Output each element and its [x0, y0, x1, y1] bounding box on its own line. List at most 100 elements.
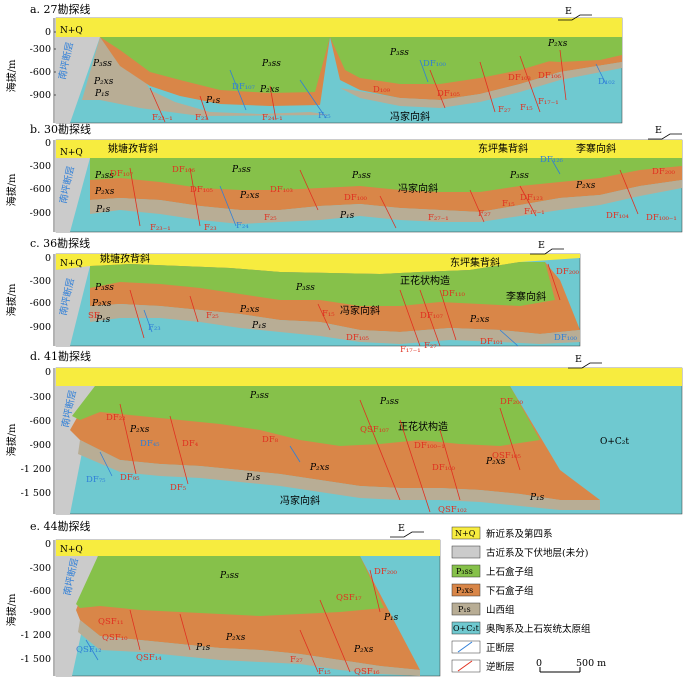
- panel-d-tick-4: -1 200: [21, 464, 51, 475]
- panel-e-tick-0: 0: [45, 539, 51, 550]
- panel-d-df-9: DF₁₀₀: [432, 463, 456, 473]
- panel-c-tick-1: -300: [30, 276, 51, 287]
- panel-c-f-7: F₂₃: [148, 323, 161, 333]
- panel-36: c. 36勘探线 海拔/m 0 -300 -600 -900 N+Q 南坪断层 …: [5, 236, 581, 355]
- panel-e-qsf-3: QSF₁₂: [76, 645, 102, 655]
- panel-e-qsf-5: QSF₁₄: [136, 653, 162, 663]
- panel-a-p1s: P₁s: [94, 89, 110, 99]
- legend-item-reverse-fault: 逆断层: [451, 659, 515, 673]
- panel-c-tick-0: 0: [45, 253, 51, 264]
- panel-c-tick-3: -900: [30, 322, 51, 333]
- panel-a-east: E: [565, 6, 572, 17]
- panel-e-p3ss: P₃ss: [219, 571, 239, 581]
- panel-c-lizhai: 李寨向斜: [506, 290, 546, 303]
- panel-c-df-2: DF₁₀₇: [420, 311, 444, 321]
- panel-b-df-8: DF₁₂₃: [520, 193, 543, 203]
- panel-d-qsf-11: QSF₁₀₅: [492, 451, 522, 461]
- panel-e-p2xs-2: P₂xs: [353, 645, 374, 655]
- panel-e-east: E: [398, 523, 405, 534]
- panel-b-p2xs-3: P₂xs: [575, 181, 596, 191]
- panel-e-tick-5: -1 500: [21, 654, 51, 665]
- panel-a-f-10: F₂₇: [498, 105, 511, 115]
- panel-d-tick-0: 0: [45, 367, 51, 378]
- panel-d-flower: 正花状构造: [398, 420, 448, 433]
- panel-a-df-4: DF₁₀₅: [437, 89, 461, 99]
- panel-e-qsf-2: QSF₁₆: [354, 667, 380, 677]
- panel-b-p1s: P₁s: [95, 205, 111, 215]
- panel-c-dongping: 东坪集背斜: [450, 256, 500, 269]
- panel-b-df-7: DF₁₂₆: [540, 155, 564, 165]
- panel-b-p3ss: P₃ss: [94, 171, 114, 181]
- panel-a-nq: N+Q: [60, 26, 83, 36]
- panel-b-p1s-2: P₁s: [339, 211, 355, 221]
- panel-c-ylabel: 海拔/m: [5, 283, 18, 316]
- panel-b-df-3: DF₁₀₅: [190, 185, 214, 195]
- panel-c-p2xs-2: P₂xs: [239, 305, 260, 315]
- panel-b-tick-0: 0: [45, 138, 51, 149]
- panel-b-df-4: DF₁₀₃: [270, 185, 293, 195]
- panel-b-p3ss-3: P₃ss: [351, 171, 371, 181]
- legend-key-nq: N+Q: [455, 529, 476, 538]
- legend-key-p2xs: P₂xs: [456, 586, 473, 595]
- panel-b-tick-1: -300: [30, 161, 51, 172]
- panel-e-east-arrow: E: [390, 523, 424, 538]
- panel-e-tick-3: -900: [30, 607, 51, 618]
- legend-key-oc: O+C₂t: [453, 624, 480, 633]
- panel-c-east: E: [538, 240, 545, 251]
- panel-c-f-9: F₁₅: [322, 309, 335, 319]
- panel-b-f-14: F₂₇₋₁: [428, 213, 449, 223]
- panel-c-title: c. 36勘探线: [30, 236, 90, 250]
- panel-c-nq: N+Q: [60, 259, 83, 269]
- panel-a-p2xs: P₂xs: [93, 77, 114, 87]
- panel-d-df-6: DF₉₅: [120, 473, 140, 483]
- panel-b-nq: N+Q: [60, 148, 83, 158]
- panel-b-p3ss-4: P₃ss: [509, 171, 529, 181]
- panel-e-ylabel: 海拔/m: [5, 593, 18, 626]
- panel-b-df-9: DF₁₀₀₋₁: [646, 213, 677, 223]
- panel-d-p3ss-2: P₃ss: [379, 397, 399, 407]
- panel-a-df-3: D₁₀₉: [373, 85, 391, 95]
- panel-b-p2xs: P₂xs: [94, 187, 115, 197]
- panel-a-tick-0: 0: [45, 27, 51, 38]
- panel-b-east-arrow: E: [648, 125, 682, 140]
- legend-item-p2xs: P₂xs 下石盒子组: [451, 583, 534, 597]
- panel-c-p1s: P₁s: [95, 315, 111, 325]
- panel-d-oc: O+C₂t: [600, 437, 629, 447]
- panel-b-f-15: F₂₇: [478, 209, 491, 219]
- panel-b-p3ss-2: P₃ss: [231, 165, 251, 175]
- panel-a-df-2: DF₁₀₀: [423, 59, 447, 69]
- panel-d-p2xs-x: P₂xs: [129, 425, 150, 435]
- panel-a-p2xs-3: P₂xs: [547, 39, 568, 49]
- panel-b-df-1: DF₁₀₇: [110, 169, 134, 179]
- panel-d-tick-3: -900: [30, 440, 51, 451]
- panel-a-p3ss-3: P₃ss: [389, 48, 409, 58]
- panel-e-tick-4: -1 200: [21, 630, 51, 641]
- panel-a-p1s-2: P₁s: [205, 96, 221, 106]
- panel-e-df-0: DF₂₀₀: [374, 567, 398, 577]
- panel-e-f-8: F₁₅: [318, 667, 331, 677]
- panel-b-ylabel: 海拔/m: [5, 173, 18, 206]
- panel-b-p2xs-2: P₂xs: [239, 191, 260, 201]
- panel-d-east-arrow: E: [568, 354, 602, 369]
- legend-item-p3ss: P₃ss 上石盒子组: [451, 564, 534, 578]
- panel-d-df-3: DF₄: [182, 439, 199, 449]
- legend-label-p3ss: 上石盒子组: [486, 566, 534, 578]
- panel-c-sf: SF: [88, 311, 100, 321]
- legend-item-oc: O+C₂t 奥陶系及上石炭统太原组: [451, 621, 591, 635]
- legend-label-p2xs: 下石盒子组: [486, 585, 534, 597]
- panel-a-f-11: F₁₅: [520, 103, 533, 113]
- panel-b-f-17: F₁₇₋₁: [524, 207, 545, 217]
- panel-a-tick-2: -600: [30, 67, 51, 78]
- panel-d-tick-5: -1 500: [21, 488, 51, 499]
- panel-b-f-10: F₂₃₋₁: [150, 223, 171, 233]
- panel-44: e. 44勘探线 海拔/m 0 -300 -600 -900 -1 200 -1…: [5, 519, 441, 677]
- panel-c-p2xs: P₂xs: [91, 299, 112, 309]
- panel-d-east: E: [575, 354, 582, 365]
- panel-e-qsf-7: QSF₁₀: [102, 633, 128, 643]
- panel-27: a. 27勘探线 海拔/m 0 -300 -600 -900 N+Q 南坪断层 …: [5, 2, 623, 124]
- panel-c-flower: 正花状构造: [400, 274, 450, 287]
- panel-d-qsf-10: QSF₁₀₇: [360, 425, 390, 435]
- panel-b-tick-3: -900: [30, 208, 51, 219]
- legend-label-reverse-fault: 逆断层: [486, 661, 515, 673]
